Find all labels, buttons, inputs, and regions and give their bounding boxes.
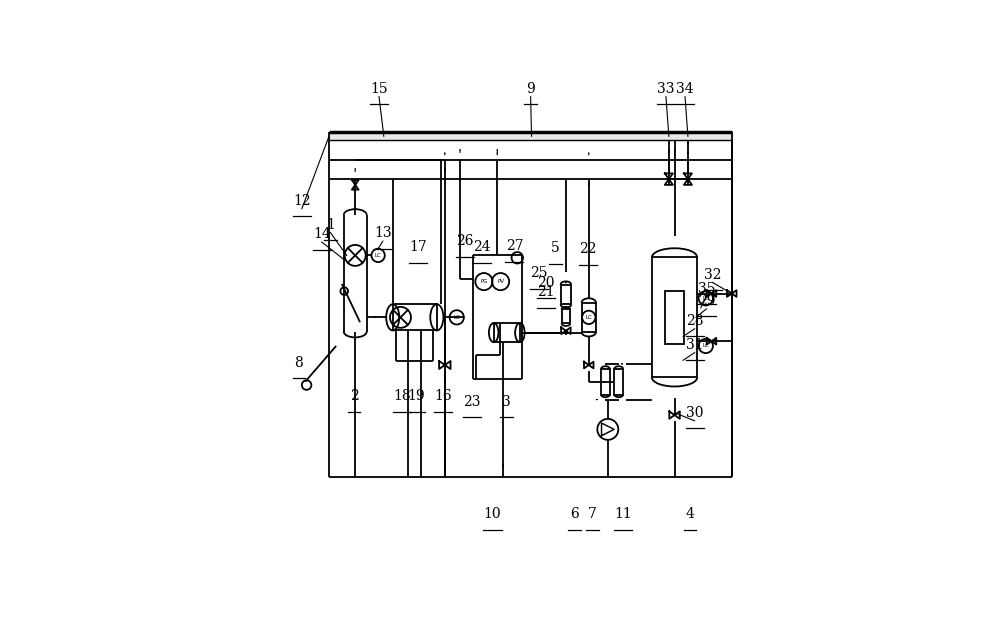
Bar bbox=[393, 305, 437, 331]
Text: 26: 26 bbox=[456, 234, 474, 248]
Bar bbox=[614, 369, 623, 395]
Text: 23: 23 bbox=[463, 395, 481, 409]
Text: 6: 6 bbox=[570, 508, 579, 521]
Text: LC: LC bbox=[702, 344, 709, 348]
Bar bbox=[652, 258, 697, 378]
Text: 32: 32 bbox=[704, 267, 721, 282]
Text: 11: 11 bbox=[614, 508, 632, 521]
Text: 17: 17 bbox=[409, 240, 427, 254]
Bar bbox=[494, 323, 520, 342]
Text: LC: LC bbox=[453, 315, 460, 320]
Text: 1: 1 bbox=[326, 217, 335, 232]
Text: 34: 34 bbox=[676, 82, 694, 96]
Text: 21: 21 bbox=[537, 285, 555, 299]
Text: PV: PV bbox=[497, 279, 504, 284]
Text: 19: 19 bbox=[407, 389, 425, 403]
Text: 29: 29 bbox=[698, 294, 715, 308]
Text: 9: 9 bbox=[526, 82, 535, 96]
Text: 15: 15 bbox=[370, 82, 388, 96]
Text: 14: 14 bbox=[313, 227, 331, 241]
Text: 22: 22 bbox=[579, 243, 597, 256]
Text: 25: 25 bbox=[530, 266, 547, 280]
Bar bbox=[561, 285, 571, 305]
Text: 3: 3 bbox=[502, 395, 511, 409]
Text: 18: 18 bbox=[393, 389, 411, 403]
Text: 27: 27 bbox=[506, 239, 523, 253]
Text: 16: 16 bbox=[435, 389, 452, 403]
Bar bbox=[582, 303, 596, 332]
Text: 5: 5 bbox=[551, 241, 560, 256]
Text: 24: 24 bbox=[473, 240, 490, 254]
Text: PG: PG bbox=[480, 279, 488, 284]
Text: 10: 10 bbox=[484, 508, 501, 521]
Text: LC: LC bbox=[702, 296, 709, 301]
Text: 7: 7 bbox=[588, 508, 597, 521]
Text: 33: 33 bbox=[657, 82, 675, 96]
Text: 35: 35 bbox=[698, 282, 715, 296]
Text: 31: 31 bbox=[686, 338, 703, 352]
Bar bbox=[665, 291, 684, 344]
Text: 8: 8 bbox=[295, 356, 303, 370]
Bar bbox=[601, 369, 610, 395]
Text: 4: 4 bbox=[685, 508, 694, 521]
Text: 12: 12 bbox=[293, 194, 311, 208]
Text: LC: LC bbox=[585, 315, 592, 320]
Text: LC: LC bbox=[375, 253, 381, 258]
Text: 30: 30 bbox=[686, 406, 703, 420]
Text: 20: 20 bbox=[537, 275, 555, 290]
Text: 13: 13 bbox=[374, 226, 392, 240]
Text: 28: 28 bbox=[686, 314, 703, 328]
Text: 2: 2 bbox=[350, 389, 359, 403]
Bar bbox=[562, 310, 570, 323]
